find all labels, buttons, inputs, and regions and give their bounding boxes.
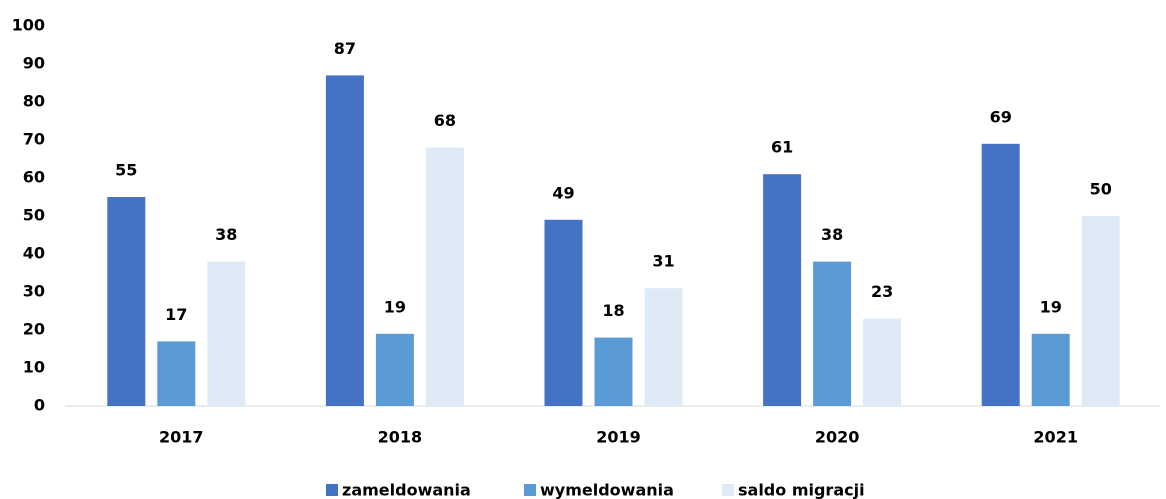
y-tick-label: 80: [23, 92, 45, 111]
bar: [981, 143, 1020, 407]
bar: [1031, 333, 1070, 406]
data-label: 18: [602, 301, 624, 320]
bar: [1081, 216, 1120, 406]
data-label: 61: [771, 138, 793, 157]
bar: [375, 333, 414, 406]
legend-label: wymeldowania: [540, 481, 674, 499]
bar: [157, 341, 196, 406]
data-label: 19: [384, 297, 406, 316]
x-tick-label: 2020: [815, 428, 860, 447]
bar: [425, 147, 464, 406]
legend-swatch: [722, 484, 734, 496]
legend-label: saldo migracji: [738, 481, 865, 499]
x-tick-label: 2017: [159, 428, 204, 447]
x-tick-label: 2019: [596, 428, 641, 447]
y-tick-label: 20: [23, 320, 45, 339]
y-tick-label: 10: [23, 358, 45, 377]
y-tick-label: 50: [23, 206, 45, 225]
bar: [863, 318, 902, 406]
bar: [763, 174, 802, 406]
legend-swatch: [326, 484, 338, 496]
y-tick-label: 0: [34, 396, 45, 415]
data-label: 49: [552, 183, 574, 202]
y-tick-label: 70: [23, 130, 45, 149]
data-label: 38: [821, 225, 843, 244]
y-tick-label: 30: [23, 282, 45, 301]
data-label: 69: [990, 107, 1012, 126]
data-label: 87: [334, 39, 356, 58]
data-label: 50: [1090, 180, 1112, 199]
data-label: 19: [1040, 297, 1062, 316]
y-tick-label: 60: [23, 168, 45, 187]
bar: [644, 288, 683, 406]
bar: [544, 219, 583, 406]
legend-swatch: [524, 484, 536, 496]
y-tick-label: 100: [12, 16, 45, 35]
bar: [325, 75, 364, 407]
data-label: 23: [871, 282, 893, 301]
bar: [813, 261, 852, 406]
x-tick-label: 2021: [1033, 428, 1078, 447]
data-label: 68: [434, 111, 456, 130]
legend-label: zameldowania: [342, 481, 471, 499]
data-label: 31: [652, 252, 674, 271]
y-tick-label: 40: [23, 244, 45, 263]
bar: [594, 337, 633, 406]
x-tick-label: 2018: [378, 428, 423, 447]
bar: [207, 261, 246, 406]
data-label: 55: [115, 161, 137, 180]
bar: [107, 197, 146, 406]
data-label: 38: [215, 225, 237, 244]
data-label: 17: [165, 305, 187, 324]
y-tick-label: 90: [23, 54, 45, 73]
